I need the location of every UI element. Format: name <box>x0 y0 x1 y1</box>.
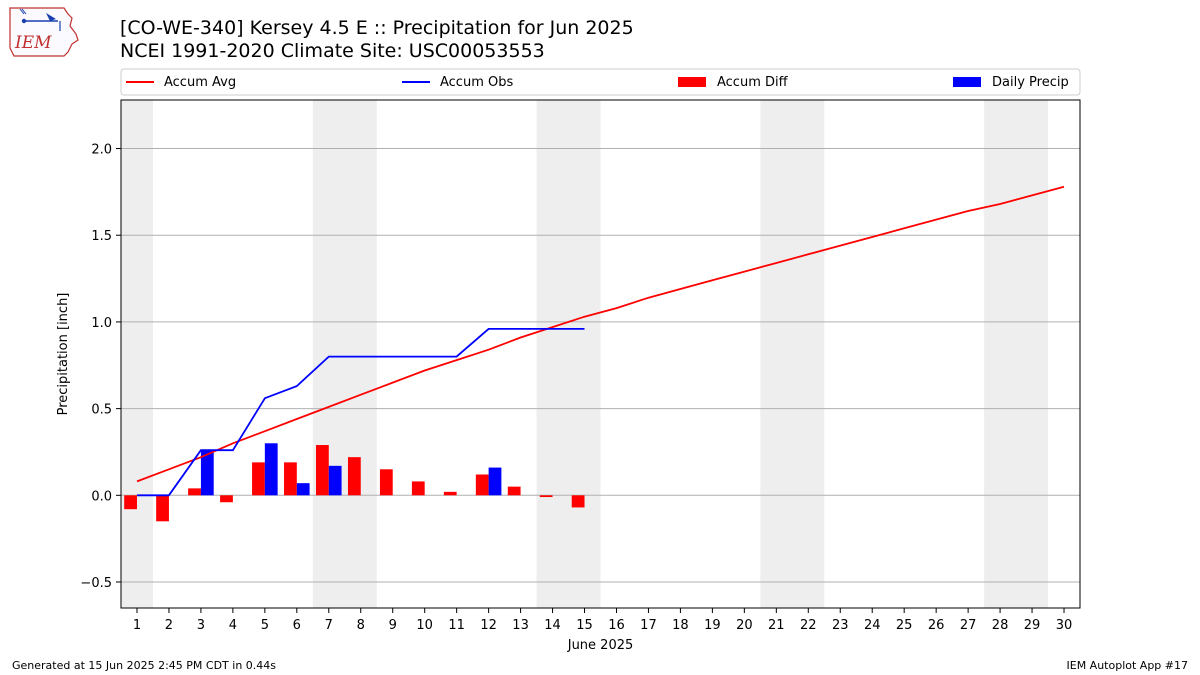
accum-diff-bar <box>252 462 265 496</box>
x-tick-label: 2 <box>165 618 173 633</box>
weekend-shade <box>121 100 153 608</box>
weekend-shade <box>312 100 377 608</box>
x-tick-label: 8 <box>357 618 365 633</box>
accum-diff-bar <box>284 462 297 496</box>
x-tick-label: 19 <box>704 618 721 633</box>
accum-diff-bar <box>188 488 201 496</box>
accum-diff-bar <box>507 486 521 496</box>
x-tick-label: 1 <box>133 618 141 633</box>
x-tick-label: 3 <box>197 618 205 633</box>
legend: Accum Avg Accum Obs Accum Diff Daily Precip <box>120 68 1081 96</box>
chart-subtitle: NCEI 1991-2020 Climate Site: USC00053553 <box>120 40 545 62</box>
iem-logo: IEM <box>9 7 79 57</box>
x-tick-label: 12 <box>480 618 497 633</box>
x-tick-label: 28 <box>992 618 1009 633</box>
y-tick-label: 1.5 <box>91 229 112 244</box>
x-tick-label: 4 <box>229 618 237 633</box>
y-axis-label: Precipitation [inch] <box>56 293 71 416</box>
y-tick-label: 0.0 <box>91 489 112 504</box>
accum-avg-line <box>136 185 1065 483</box>
x-tick-label: 13 <box>512 618 529 633</box>
accum-diff-bar <box>124 495 137 510</box>
svg-text:IEM: IEM <box>14 33 52 53</box>
x-tick-label: 16 <box>608 618 625 633</box>
accum-diff-bar <box>411 481 425 496</box>
y-tick-label: 0.5 <box>91 403 112 418</box>
legend-box <box>120 68 1081 96</box>
x-tick-label: 20 <box>736 618 753 633</box>
daily-precip-bar <box>264 443 278 496</box>
x-tick-label: 22 <box>800 618 817 633</box>
accum-diff-bar <box>156 495 169 522</box>
x-tick-label: 9 <box>389 618 397 633</box>
legend-label: Daily Precip <box>992 75 1069 90</box>
x-tick-label: 17 <box>640 618 657 633</box>
legend-swatch <box>953 77 981 87</box>
x-tick-label: 21 <box>768 618 785 633</box>
daily-precip-bar <box>488 467 502 496</box>
chart-title: [CO-WE-340] Kersey 4.5 E :: Precipitatio… <box>120 17 634 39</box>
daily-precip-bar <box>296 483 310 496</box>
accum-obs-line <box>137 327 585 497</box>
x-tick-label: 18 <box>672 618 689 633</box>
x-tick-label: 15 <box>576 618 593 633</box>
x-tick-label: 30 <box>1056 618 1073 633</box>
weekend-shade <box>984 100 1049 608</box>
weekend-shade <box>760 100 825 608</box>
legend-label: Accum Obs <box>440 75 513 90</box>
y-tick-label: −0.5 <box>80 576 112 591</box>
legend-swatch <box>678 77 706 87</box>
x-tick-label: 7 <box>325 618 333 633</box>
x-tick-label: 25 <box>896 618 913 633</box>
x-tick-label: 5 <box>261 618 269 633</box>
x-tick-label: 26 <box>928 618 945 633</box>
x-tick-label: 23 <box>832 618 849 633</box>
x-tick-label: 27 <box>960 618 977 633</box>
x-tick-label: 11 <box>448 618 465 633</box>
accum-diff-bar <box>379 469 393 496</box>
daily-precip-bar <box>328 465 342 496</box>
generated-timestamp: Generated at 15 Jun 2025 2:45 PM CDT in … <box>12 659 277 672</box>
x-axis-label: June 2025 <box>567 638 634 653</box>
x-tick-label: 29 <box>1024 618 1041 633</box>
accum-diff-bar <box>315 445 329 496</box>
legend-label: Accum Diff <box>717 75 789 90</box>
plot-frame <box>120 99 1081 609</box>
x-tick-label: 14 <box>544 618 561 633</box>
daily-precip-bar <box>200 450 214 496</box>
legend-label: Accum Avg <box>164 75 236 90</box>
x-tick-label: 6 <box>293 618 301 633</box>
accum-diff-bar <box>571 495 585 508</box>
accum-diff-bar <box>475 474 489 496</box>
app-id-label: IEM Autoplot App #17 <box>1066 659 1189 672</box>
x-tick-label: 10 <box>416 618 433 633</box>
weekend-shade <box>536 100 601 608</box>
accum-diff-bar <box>443 491 457 496</box>
accum-diff-bar <box>347 457 361 496</box>
y-tick-label: 2.0 <box>91 143 112 158</box>
y-tick-label: 1.0 <box>91 316 112 331</box>
accum-diff-bar <box>539 495 553 498</box>
accum-diff-bar <box>220 495 233 503</box>
x-tick-label: 24 <box>864 618 881 633</box>
